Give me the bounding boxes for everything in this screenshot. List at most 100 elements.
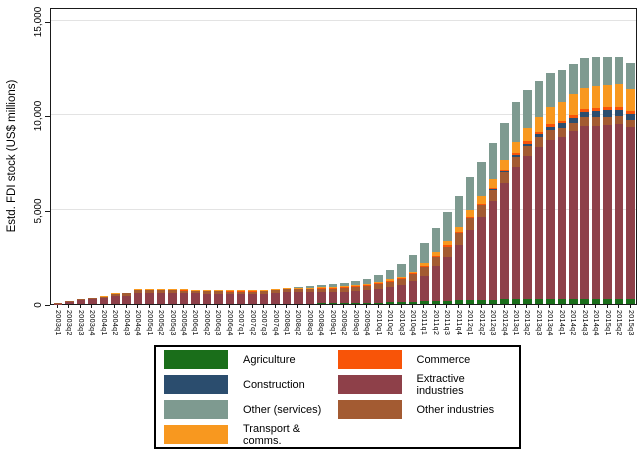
segment-commerce — [397, 278, 406, 279]
legend-swatch-agriculture — [164, 350, 228, 369]
segment-agriculture — [340, 303, 349, 304]
legend-item-other-services: Other (services) — [164, 398, 338, 422]
segment-agriculture — [385, 302, 395, 304]
bar-2011q1 — [420, 242, 429, 304]
segment-other-industries — [317, 288, 326, 292]
y-tick-mark — [45, 116, 50, 117]
segment-commerce — [454, 232, 463, 234]
segment-agriculture — [351, 302, 360, 304]
segment-extractive-industries — [443, 256, 452, 301]
x-tick-label-2010q2: 2010q2 — [386, 310, 394, 336]
segment-other-industries — [282, 289, 292, 293]
x-tick-label-2012q2: 2012q2 — [477, 310, 485, 336]
segment-other-industries — [626, 119, 635, 128]
legend-swatch-transport-comms — [164, 425, 228, 444]
bar-2004q4 — [133, 289, 143, 304]
y-tick-mark — [45, 21, 50, 23]
segment-other-industries — [328, 288, 338, 292]
bar-2010q4 — [408, 254, 418, 304]
segment-extractive-industries — [282, 292, 292, 304]
segment-transport-comms — [591, 85, 601, 109]
x-tick-mark — [217, 305, 219, 308]
segment-extractive-industries — [477, 216, 486, 300]
segment-commerce — [351, 286, 360, 288]
segment-commerce — [614, 106, 624, 110]
segment-commerce — [282, 288, 292, 290]
segment-transport-comms — [202, 290, 212, 291]
bar-2008q3 — [305, 286, 315, 304]
bars-layer — [51, 9, 636, 304]
segment-other-industries — [385, 281, 395, 288]
segment-transport-comms — [214, 290, 223, 291]
x-tick-mark — [182, 305, 184, 308]
segment-transport-comms — [351, 285, 360, 287]
segment-transport-comms — [511, 141, 521, 153]
segment-transport-comms — [271, 288, 280, 290]
segment-other-industries — [156, 290, 166, 293]
x-tick-mark — [560, 305, 562, 308]
segment-extractive-industries — [168, 292, 177, 304]
bar-2003q3 — [76, 299, 86, 304]
x-tick-mark — [102, 305, 104, 308]
segment-construction — [557, 123, 567, 128]
segment-transport-comms — [145, 288, 154, 290]
bar-2008q4 — [317, 285, 326, 304]
x-tick-mark — [400, 305, 402, 308]
bar-2012q2 — [477, 162, 486, 304]
segment-commerce — [534, 132, 544, 135]
segment-extractive-industries — [408, 281, 418, 302]
x-tick-label-2006q4: 2006q4 — [225, 310, 233, 336]
segment-other-services — [317, 285, 326, 288]
segment-other-industries — [202, 291, 212, 294]
segment-transport-comms — [385, 279, 395, 281]
segment-transport-comms — [534, 116, 544, 133]
gridline-5000 — [51, 208, 636, 210]
segment-other-services — [328, 284, 338, 287]
segment-commerce — [511, 152, 521, 155]
segment-agriculture — [500, 299, 509, 304]
x-tick-label-2011q2: 2011q2 — [431, 310, 439, 336]
segment-transport-comms — [133, 289, 143, 290]
segment-extractive-industries — [179, 293, 189, 304]
legend-swatch-extractive-industries — [337, 375, 402, 394]
segment-other-services — [431, 227, 441, 253]
bar-2005q4 — [179, 289, 189, 304]
segment-other-industries — [362, 285, 372, 290]
segment-extractive-industries — [500, 183, 509, 300]
segment-other-industries — [591, 117, 601, 126]
x-tick-mark — [228, 305, 230, 308]
legend-item-transport-comms: Transport & comms. — [164, 423, 338, 447]
legend-label-extractive-industries: Extractive industries — [416, 372, 465, 397]
x-tick-mark — [595, 305, 597, 308]
segment-agriculture — [443, 300, 452, 304]
segment-commerce — [259, 290, 269, 292]
legend-item-agriculture: Agriculture — [164, 348, 338, 372]
y-tick-label: 15,000 — [33, 6, 44, 37]
segment-other-industries — [603, 116, 612, 125]
segment-commerce — [603, 107, 612, 111]
x-tick-label-2013q4: 2013q4 — [546, 310, 554, 336]
segment-other-services — [443, 212, 452, 241]
segment-agriculture — [362, 302, 372, 304]
bar-2014q1 — [557, 69, 567, 304]
x-tick-mark — [160, 305, 162, 308]
segment-other-industries — [76, 299, 86, 301]
x-tick-label-2015q1: 2015q1 — [603, 310, 611, 336]
segment-extractive-industries — [569, 131, 578, 300]
x-tick-label-2012q3: 2012q3 — [489, 310, 497, 336]
x-tick-label-2006q2: 2006q2 — [202, 310, 210, 336]
segment-extractive-industries — [156, 292, 166, 304]
x-tick-mark — [423, 305, 425, 308]
segment-agriculture — [465, 300, 475, 304]
x-tick-mark — [480, 305, 482, 308]
segment-agriculture — [546, 299, 555, 304]
segment-transport-comms — [614, 84, 624, 107]
x-tick-label-2014q2: 2014q2 — [569, 310, 577, 336]
x-tick-mark — [389, 305, 391, 308]
segment-transport-comms — [111, 293, 120, 294]
segment-agriculture — [397, 302, 406, 304]
x-tick-mark — [274, 305, 276, 308]
segment-commerce — [374, 283, 383, 285]
bar-2005q1 — [145, 288, 154, 304]
segment-transport-comms — [569, 94, 578, 116]
